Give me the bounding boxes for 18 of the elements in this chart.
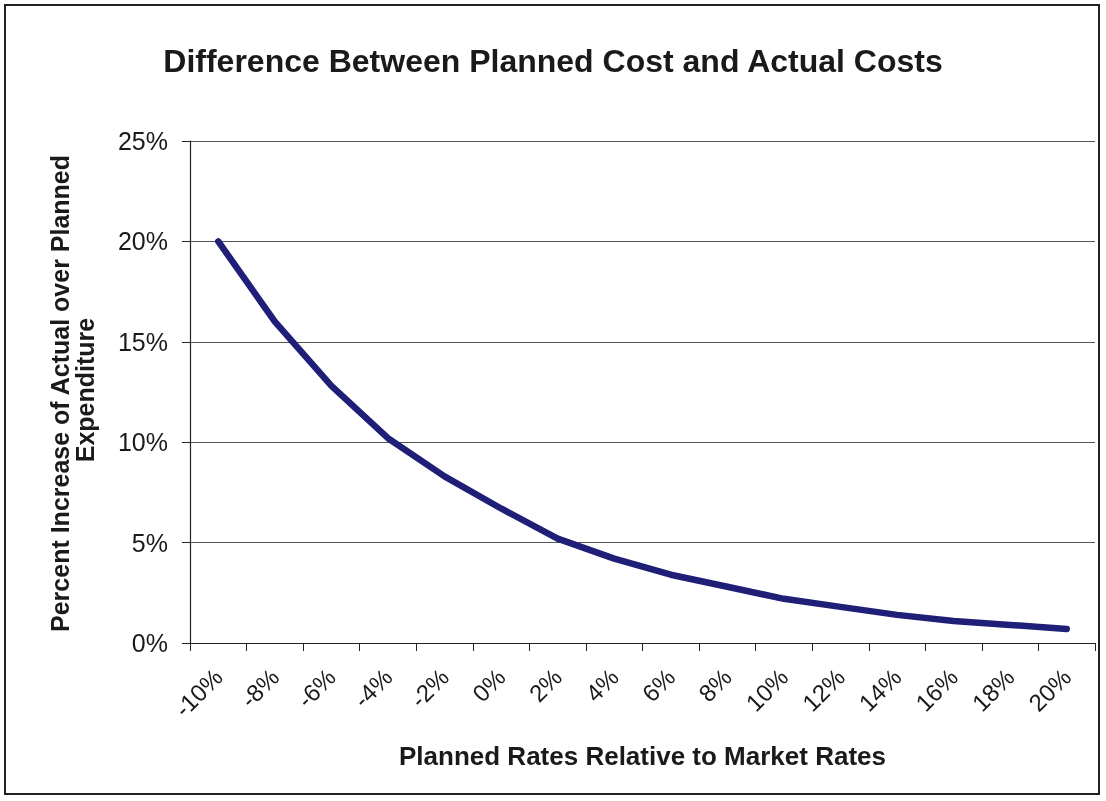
x-tick-label: 6% xyxy=(636,663,681,708)
x-tick-label: 0% xyxy=(467,663,511,708)
y-tick-label: 10% xyxy=(117,428,168,457)
y-tick-label: 25% xyxy=(117,127,168,155)
y-axis-title: Percent Increase of Actual over Planned Expenditure xyxy=(45,148,99,632)
y-tick-label: 5% xyxy=(131,528,168,557)
x-tick-label: 4% xyxy=(580,663,624,708)
y-tick-label: 20% xyxy=(117,227,168,256)
x-tick-label: -8% xyxy=(235,663,285,713)
x-tick-label: -2% xyxy=(404,663,455,713)
y-tick-label: 15% xyxy=(117,327,168,356)
x-axis-title: Planned Rates Relative to Market Rates xyxy=(399,741,886,771)
x-tick-label: -6% xyxy=(291,663,341,713)
x-tick-label: -4% xyxy=(348,663,398,713)
x-tick-label: 2% xyxy=(523,663,568,708)
x-tick-label: 8% xyxy=(693,663,737,708)
y-tick-label: 0% xyxy=(131,629,168,657)
chart-title: Difference Between Planned Cost and Actual Costs xyxy=(163,43,943,79)
